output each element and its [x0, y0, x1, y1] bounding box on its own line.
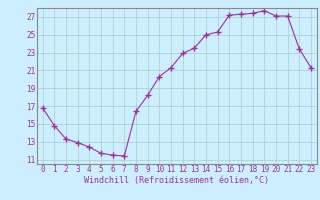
X-axis label: Windchill (Refroidissement éolien,°C): Windchill (Refroidissement éolien,°C): [84, 176, 269, 185]
